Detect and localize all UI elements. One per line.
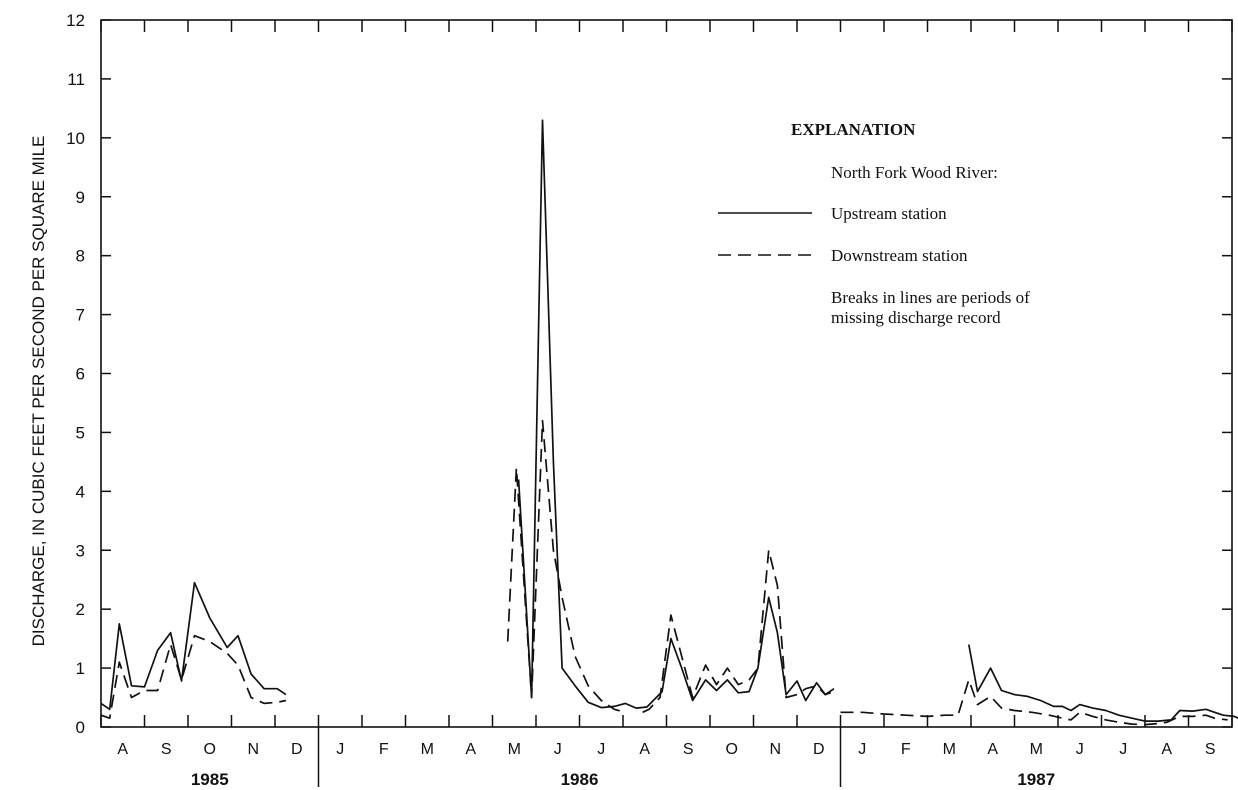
- month-label: M: [943, 741, 956, 758]
- y-tick-label: 10: [66, 129, 85, 148]
- plot-border: [100, 19, 1233, 728]
- year-label: 1985: [191, 770, 229, 789]
- downstream-series-line: [840, 679, 1228, 726]
- y-tick-label: 3: [76, 541, 85, 560]
- month-label: A: [465, 741, 476, 758]
- legend-subtitle: North Fork Wood River:: [831, 163, 998, 182]
- month-label: F: [379, 741, 389, 758]
- year-label: 1986: [561, 770, 599, 789]
- month-label: M: [508, 741, 521, 758]
- month-label: A: [639, 741, 650, 758]
- y-tick-label: 8: [76, 247, 85, 266]
- month-label: M: [1030, 741, 1043, 758]
- y-tick-label: 7: [76, 306, 85, 325]
- month-label: F: [901, 741, 911, 758]
- month-label: O: [204, 741, 216, 758]
- month-label: J: [336, 741, 344, 758]
- downstream-series-line: [642, 549, 835, 714]
- month-label: D: [291, 741, 303, 758]
- y-tick-label: 0: [76, 718, 85, 737]
- month-label: A: [1161, 741, 1172, 758]
- y-tick-label: 4: [76, 482, 85, 501]
- y-tick-label: 12: [66, 11, 85, 30]
- month-label: J: [1076, 741, 1084, 758]
- axis-ticks: [100, 19, 1233, 787]
- month-label: D: [813, 741, 825, 758]
- series-lines: [100, 119, 1238, 726]
- month-label: A: [987, 741, 998, 758]
- y-axis-label: DISCHARGE, IN CUBIC FEET PER SECOND PER …: [29, 136, 48, 647]
- month-label: S: [161, 741, 172, 758]
- y-tick-label: 1: [76, 659, 85, 678]
- month-label: J: [858, 741, 866, 758]
- month-label: J: [597, 741, 605, 758]
- upstream-series-line: [517, 119, 835, 709]
- legend-title: EXPLANATION: [791, 120, 916, 139]
- upstream-series-line: [100, 581, 287, 711]
- month-label: S: [1205, 741, 1216, 758]
- y-tick-label: 11: [67, 70, 85, 89]
- legend-downstream-label: Downstream station: [831, 246, 968, 265]
- month-label: O: [726, 741, 738, 758]
- legend-note-line1: Breaks in lines are periods of: [831, 288, 1030, 307]
- y-tick-label: 5: [76, 423, 85, 442]
- legend-upstream-label: Upstream station: [831, 204, 947, 223]
- month-label: J: [554, 741, 562, 758]
- upstream-series-line: [967, 644, 1238, 722]
- legend-note-line2: missing discharge record: [831, 308, 1001, 327]
- month-label: N: [247, 741, 259, 758]
- month-label: M: [421, 741, 434, 758]
- plot-frame: [100, 19, 1233, 728]
- downstream-series-line: [506, 419, 626, 714]
- legend: EXPLANATION North Fork Wood River: Upstr…: [718, 120, 1030, 327]
- month-label: N: [769, 741, 781, 758]
- month-label: J: [1119, 741, 1127, 758]
- month-label: A: [117, 741, 128, 758]
- y-tick-label: 6: [76, 365, 85, 384]
- y-tick-label: 9: [76, 188, 85, 207]
- y-tick-label: 2: [76, 600, 85, 619]
- year-label: 1987: [1017, 770, 1055, 789]
- month-label: S: [683, 741, 694, 758]
- downstream-series-line: [100, 634, 287, 720]
